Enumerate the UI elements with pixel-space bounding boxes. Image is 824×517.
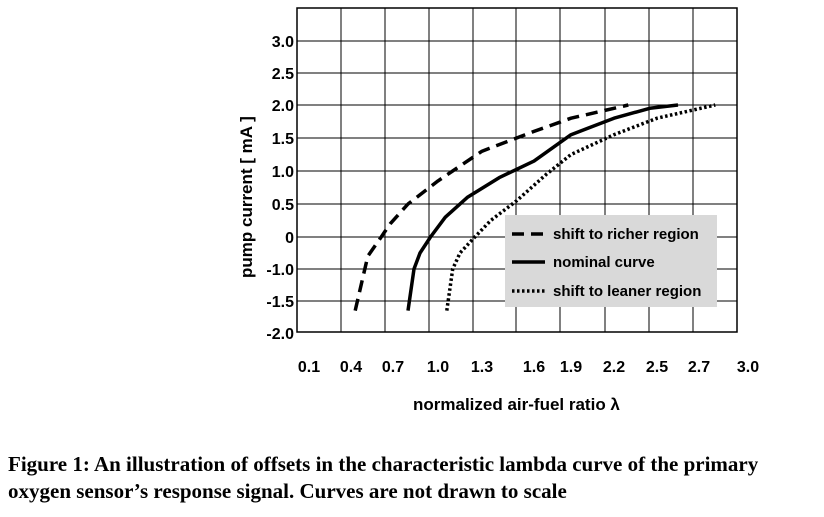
x-tick-label: 3.0 — [737, 359, 759, 376]
legend: shift to richer region nominal curve shift… — [505, 215, 717, 307]
x-tick-label: 0.4 — [340, 359, 362, 376]
y-tick-labels: 3.0 2.5 2.0 1.5 1.0 0.5 0 -1.0 -1.5 -2.0 — [266, 34, 294, 343]
y-tick-label: 2.0 — [272, 98, 294, 115]
series-lines — [353, 103, 716, 311]
x-axis-label: normalized air-fuel ratio λ — [413, 395, 620, 414]
x-tick-label: 2.5 — [646, 359, 668, 376]
y-tick-label: -2.0 — [266, 326, 294, 343]
x-tick-label: 1.6 — [523, 359, 545, 376]
x-tick-label: 2.2 — [603, 359, 625, 376]
y-tick-label: 1.0 — [272, 164, 294, 181]
x-tick-label: 0.7 — [382, 359, 404, 376]
y-tick-label: -1.0 — [266, 262, 294, 279]
legend-item: shift to richer region — [512, 226, 699, 243]
x-tick-label: 1.3 — [471, 359, 493, 376]
legend-label: nominal curve — [553, 254, 655, 271]
y-tick-label: 1.5 — [272, 131, 294, 148]
series-line-solid — [406, 103, 679, 311]
x-tick-label: 0.1 — [298, 359, 320, 376]
x-tick-labels: 0.1 0.4 0.7 1.0 1.3 1.6 1.9 2.2 2.5 2.7 3.0 — [298, 359, 759, 376]
x-tick-label: 1.0 — [427, 359, 449, 376]
x-tick-label: 2.7 — [688, 359, 710, 376]
y-axis-label: pump current [ mA ] — [237, 116, 256, 278]
x-tick-label: 1.9 — [560, 359, 582, 376]
y-tick-label: 2.5 — [272, 66, 294, 83]
lambda-curve-chart: 3.02.52.01.51.00.50-1.0-1.5-2.0 0.1 0.4 0.… — [237, 7, 759, 414]
series-line-dotted — [445, 103, 716, 311]
y-tick-label: 3.0 — [272, 34, 294, 51]
figure-caption: Figure 1: An illustration of offsets in … — [8, 452, 759, 503]
legend-item: nominal curve — [512, 254, 655, 271]
plot-border — [296, 7, 738, 333]
legend-item: shift to leaner region — [512, 283, 701, 300]
y-tick-label: 0.5 — [272, 197, 294, 214]
y-tick-label: -1.5 — [266, 294, 294, 311]
legend-label: shift to leaner region — [553, 283, 701, 300]
legend-label: shift to richer region — [553, 226, 699, 243]
y-tick-label: 0 — [285, 230, 294, 247]
series-line-dashed — [353, 103, 629, 311]
